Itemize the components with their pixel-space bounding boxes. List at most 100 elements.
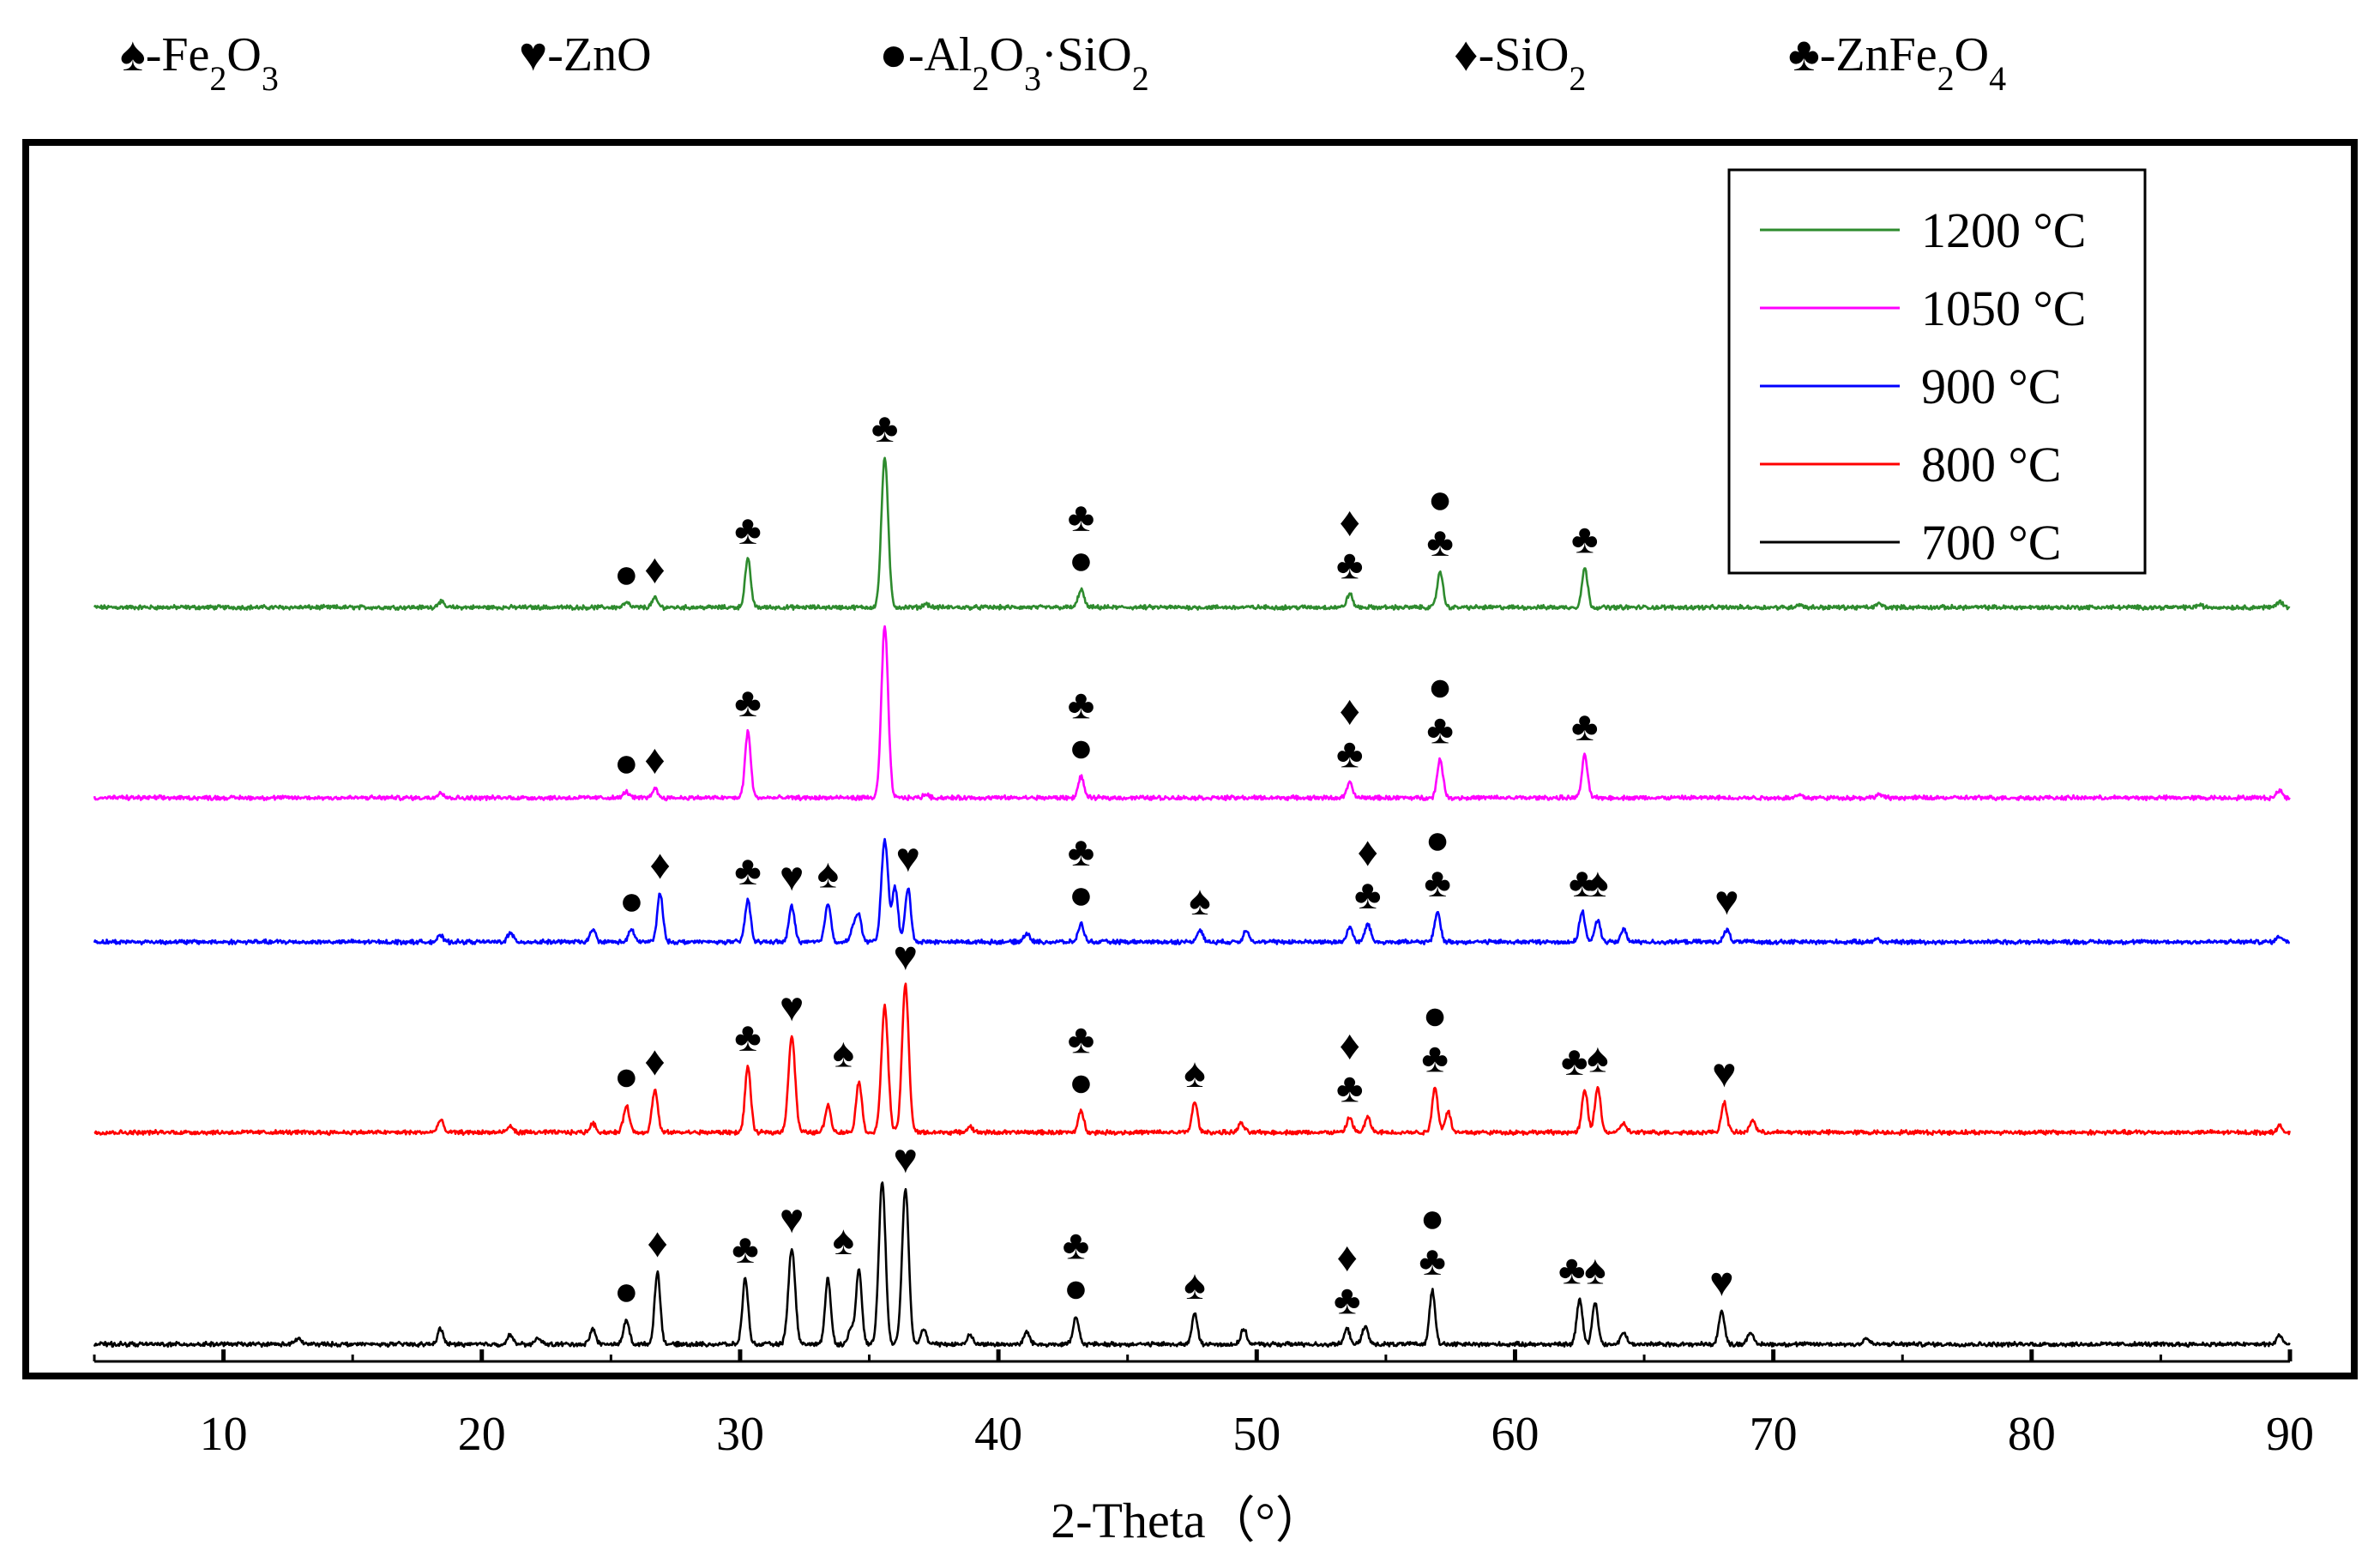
phase-marker: ♣: [734, 1015, 762, 1060]
legend-label: 1200 °C: [1921, 202, 2086, 258]
phase-marker: ♣: [1426, 520, 1454, 565]
x-tick-label: 50: [1232, 1408, 1280, 1461]
phase-symbol: ♥: [519, 28, 547, 81]
phase-marker: ♣: [734, 680, 762, 726]
x-axis: 10 20 30 40 50 60 70 80 90: [93, 1349, 2314, 1461]
phase-marker: ♥: [780, 1197, 804, 1242]
series-line-900: [93, 837, 2291, 946]
x-tick-label: 30: [716, 1408, 764, 1461]
phase-marker: ●: [1069, 872, 1094, 918]
phase-marker: ●: [1428, 665, 1453, 710]
phase-legend: ♠-Fe2O3 ♥-ZnO ●-Al2O3·SiO2 ♦-SiO2 ♣-ZnFe2O4: [120, 28, 2006, 98]
series-line-1050: [93, 625, 2291, 802]
series-line-800: [93, 982, 2291, 1137]
phase-marker: ●: [1423, 993, 1448, 1038]
phase-dash: -: [1820, 28, 1836, 81]
phase-marker: ♥: [895, 836, 920, 881]
phase-marker: ♣: [1558, 1248, 1586, 1294]
phase-formula-part: ZnFe: [1835, 28, 1937, 81]
series-line-700: [93, 1181, 2291, 1349]
phase-formula-part: 2: [1569, 59, 1586, 98]
x-tick-label: 10: [200, 1408, 248, 1461]
phase-marker: ♥: [893, 934, 918, 980]
phase-marker: ♠: [1584, 1248, 1606, 1294]
phase-marker: ♠: [1189, 878, 1211, 924]
phase-marker: ♣: [1336, 542, 1364, 588]
legend-label: 800 °C: [1921, 437, 2061, 492]
phase-marker: ♦: [1339, 689, 1360, 734]
phase-marker: ●: [1425, 818, 1450, 863]
phase-marker: ●: [1069, 726, 1094, 771]
phase-formula-part: 2: [1132, 59, 1149, 98]
phase-marker: ♠: [1587, 860, 1609, 906]
phase-marker: ♣: [732, 1227, 759, 1272]
phase-marker: ♦: [1336, 1235, 1358, 1281]
phase-marker: ♦: [1358, 830, 1379, 875]
phase-marker: ●: [1420, 1196, 1445, 1241]
phase-marker: ●: [1069, 538, 1094, 583]
phase-formula-part: 4: [1989, 59, 2006, 98]
phase-symbol: ♦: [1454, 28, 1479, 81]
phase-marker: ♣: [1068, 1017, 1095, 1063]
phase-marker: ♣: [1336, 732, 1364, 777]
phase-marker: ♥: [1712, 1051, 1737, 1096]
phase-marker: ●: [614, 552, 639, 597]
phase-marker: ●: [619, 878, 644, 924]
phase-marker: ♥: [780, 985, 804, 1030]
phase-marker: ♣: [1068, 495, 1095, 540]
phase-marker: ♠: [1184, 1051, 1206, 1096]
phase-marker: ♣: [1068, 830, 1095, 875]
series-legend-box: [1727, 168, 2147, 575]
phase-dash: -: [547, 28, 563, 81]
phase-legend-item: ●-Al2O3·SiO2: [879, 28, 1149, 98]
phase-marker: ♣: [1426, 708, 1454, 753]
phase-marker: ♣: [1571, 517, 1599, 563]
phase-marker: ♠: [1184, 1263, 1206, 1308]
phase-symbol: ♠: [120, 28, 146, 81]
phase-marker: ♣: [734, 508, 762, 553]
phase-marker: ♣: [1334, 1278, 1361, 1324]
phase-marker: ♣: [1421, 1035, 1449, 1081]
marker-group: ● ♦♣♣♣●♦♣●♣ ♣● ♦♣ ♣●♦♣●♣ ♣●♦ ♣ ♥ ♠ ♥ ♣● ♠♦♣●♣ ♣♠ ♥● ♦♣…: [614, 406, 1739, 1324]
phase-marker: ♥: [780, 854, 804, 900]
phase-marker: ♠: [833, 1218, 855, 1264]
phase-formula-part: 3: [262, 59, 279, 98]
phase-marker: ♣: [871, 406, 899, 451]
phase-formula-part: O: [1955, 28, 1989, 81]
phase-marker: ♠: [817, 852, 840, 897]
phase-marker: ♠: [1587, 1035, 1609, 1081]
phase-formula-part: 2: [972, 59, 989, 98]
plot-frame: [22, 139, 2358, 1379]
phase-formula-part: 2: [1937, 59, 1955, 98]
phase-marker: ♣: [1063, 1223, 1090, 1269]
phase-dash: -: [146, 28, 162, 81]
phase-symbol: ●: [879, 28, 908, 81]
phase-dash: -: [1479, 28, 1495, 81]
phase-formula-part: ZnO: [563, 28, 652, 81]
phase-marker: ♣: [1561, 1039, 1588, 1084]
legend-label: 700 °C: [1921, 515, 2061, 570]
phase-marker: ●: [614, 740, 639, 786]
phase-marker: ●: [1063, 1266, 1088, 1312]
phase-marker: ♦: [1339, 499, 1360, 545]
phase-formula-part: 3: [1024, 59, 1041, 98]
phase-formula-part: O: [989, 28, 1023, 81]
legend-label: 900 °C: [1921, 359, 2061, 414]
phase-marker: ●: [1069, 1060, 1094, 1106]
x-tick-label: 90: [2266, 1408, 2314, 1461]
phase-marker: ♣: [1336, 1066, 1364, 1112]
phase-marker: ♦: [644, 738, 666, 783]
x-tick-label: 60: [1491, 1408, 1539, 1461]
phase-marker: ●: [614, 1054, 639, 1100]
phase-marker: ♣: [734, 848, 762, 894]
phase-marker: ♣: [1424, 860, 1451, 906]
phase-marker: ♦: [644, 1039, 666, 1084]
phase-marker: ♣: [1068, 683, 1095, 728]
phase-marker: ♥: [1709, 1260, 1734, 1306]
series-legend: 1200 °C 1050 °C 900 °C 800 °C 700 °C: [1727, 168, 2147, 575]
phase-legend-item: ♠-Fe2O3: [120, 28, 279, 98]
phase-formula-part: ·SiO: [1041, 28, 1132, 81]
phase-marker: ♣: [1571, 704, 1599, 750]
phase-marker: ♠: [833, 1030, 855, 1076]
